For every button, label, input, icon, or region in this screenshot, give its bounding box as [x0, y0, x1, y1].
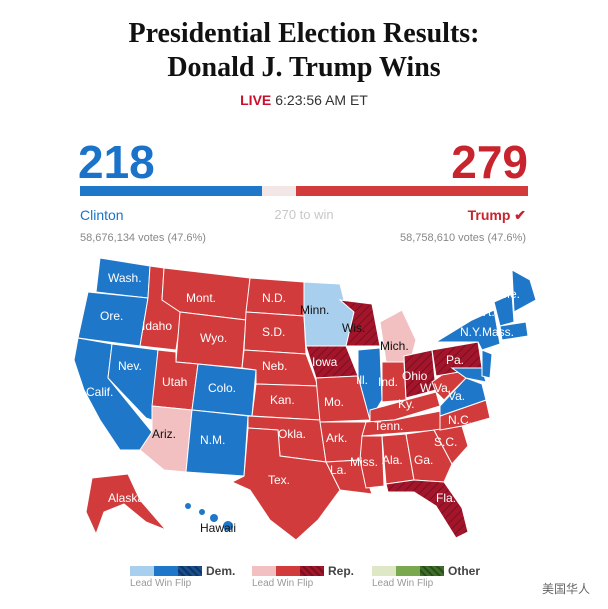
legend-rep-flip-swatch: [300, 565, 324, 576]
state-texas: [230, 427, 341, 541]
label-ore: Ore.: [100, 309, 123, 323]
label-utah: Utah: [162, 375, 187, 389]
label-ky: Ky.: [398, 397, 414, 411]
label-ind: Ind.: [378, 375, 398, 389]
state-new-jersey: [481, 349, 493, 379]
label-mass: Mass.: [482, 325, 514, 339]
label-sc: S.C.: [434, 435, 457, 449]
label-wyo: Wyo.: [200, 331, 227, 345]
label-fla: Fla.: [436, 491, 456, 505]
legend-other-flip-swatch: [420, 565, 444, 576]
legend-dem: Dem. Lead Win Flip: [130, 562, 236, 589]
legend-dem-sub: Lead Win Flip: [130, 578, 192, 589]
legend-rep-title: Rep.: [328, 563, 355, 578]
label-colo: Colo.: [208, 381, 236, 395]
label-ohio: Ohio: [402, 369, 428, 383]
label-calif: Calif.: [86, 385, 113, 399]
label-idaho: Idaho: [142, 319, 172, 333]
label-minn: Minn.: [300, 303, 329, 317]
state-hawaii-4: [223, 521, 233, 531]
rep-electoral-count: 279: [451, 136, 528, 188]
rep-popular-votes: 58,758,610 votes (47.6%): [400, 232, 526, 244]
state-hawaii-2: [199, 509, 205, 515]
dem-bar-fill: [80, 186, 262, 196]
legend-rep-win-swatch: [276, 565, 300, 576]
state-alaska: [85, 473, 167, 536]
label-ny: N.Y.: [460, 325, 482, 339]
legend-rep: Rep. Lead Win Flip: [252, 562, 355, 589]
label-tex: Tex.: [268, 473, 290, 487]
legend-other-title: Other: [448, 563, 481, 578]
state-hawaii-1: [185, 503, 191, 509]
label-ill: Ill.: [356, 373, 368, 387]
state-hawaii-3: [210, 514, 218, 522]
label-nd: N.D.: [262, 291, 286, 305]
legend-other: Other Lead Win Flip: [372, 562, 481, 589]
label-neb: Neb.: [262, 359, 287, 373]
live-time: 6:23:56 AM ET: [275, 92, 368, 108]
state-florida: [385, 479, 469, 539]
undecided-bar-gap: [262, 186, 296, 196]
legend-other-win-swatch: [396, 565, 420, 576]
state-vermont-nh: [493, 293, 515, 327]
live-badge: LIVE: [240, 92, 272, 108]
label-ala: Ala.: [382, 453, 403, 467]
label-pa: Pa.: [446, 353, 464, 367]
state-mississippi: [359, 435, 385, 489]
rep-bar-fill: [296, 186, 528, 196]
label-alaska: Alaska: [108, 491, 144, 505]
label-mo: Mo.: [324, 395, 344, 409]
to-win-label: 270 to win: [274, 207, 334, 222]
state-massachusetts: [499, 321, 529, 341]
label-va: Va.: [448, 389, 465, 403]
page-title-line1: Presidential Election Results:: [128, 18, 480, 49]
state-louisiana: [325, 459, 373, 495]
state-nevada: [107, 343, 159, 421]
label-wash: Wash.: [108, 271, 142, 285]
page-title-line2: Donald J. Trump Wins: [167, 52, 441, 83]
electoral-progress-bar: [80, 186, 528, 196]
label-iowa: Iowa: [312, 355, 338, 369]
legend-other-sub: Lead Win Flip: [372, 578, 434, 589]
legend-rep-sub: Lead Win Flip: [252, 578, 314, 589]
label-ga: Ga.: [414, 453, 433, 467]
label-wva: W.Va.: [420, 381, 451, 395]
rep-candidate-name: Trump ✔: [467, 207, 526, 223]
label-nev: Nev.: [118, 359, 142, 373]
label-hawaii: Hawaii: [200, 521, 236, 535]
label-vt: Vt.: [480, 305, 495, 319]
watermark: 美国华人: [541, 582, 590, 596]
label-ark: Ark.: [326, 431, 347, 445]
dem-popular-votes: 58,676,134 votes (47.6%): [80, 232, 206, 244]
label-tenn: Tenn.: [374, 419, 403, 433]
state-michigan: [379, 309, 417, 363]
dem-electoral-count: 218: [78, 136, 155, 188]
label-wis: Wis.: [342, 321, 365, 335]
legend-dem-win-swatch: [154, 565, 178, 576]
label-mich: Mich.: [380, 339, 409, 353]
label-nm: N.M.: [200, 433, 225, 447]
label-sd: S.D.: [262, 325, 285, 339]
state-wisconsin: [338, 299, 381, 347]
state-maine: [511, 269, 537, 313]
label-okla: Okla.: [278, 427, 306, 441]
label-me: Me.: [500, 287, 520, 301]
label-nc: N.C.: [448, 413, 472, 427]
label-la: La.: [330, 463, 347, 477]
state-maryland-delaware: [450, 367, 487, 383]
legend-dem-flip-swatch: [178, 565, 202, 576]
legend-dem-title: Dem.: [206, 563, 236, 578]
us-election-map: Wash. Ore. Calif. Nev. Idaho Mont. Wyo. …: [73, 257, 537, 541]
legend-dem-lead-swatch: [130, 565, 154, 576]
label-ariz: Ariz.: [152, 427, 176, 441]
label-miss: Miss.: [350, 455, 378, 469]
label-mont: Mont.: [186, 291, 216, 305]
state-new-york: [434, 309, 501, 351]
live-status: LIVE 6:23:56 AM ET: [0, 92, 608, 108]
dem-candidate-name: Clinton: [80, 207, 124, 223]
legend-rep-lead-swatch: [252, 565, 276, 576]
legend-other-lead-swatch: [372, 565, 396, 576]
label-kan: Kan.: [270, 393, 295, 407]
